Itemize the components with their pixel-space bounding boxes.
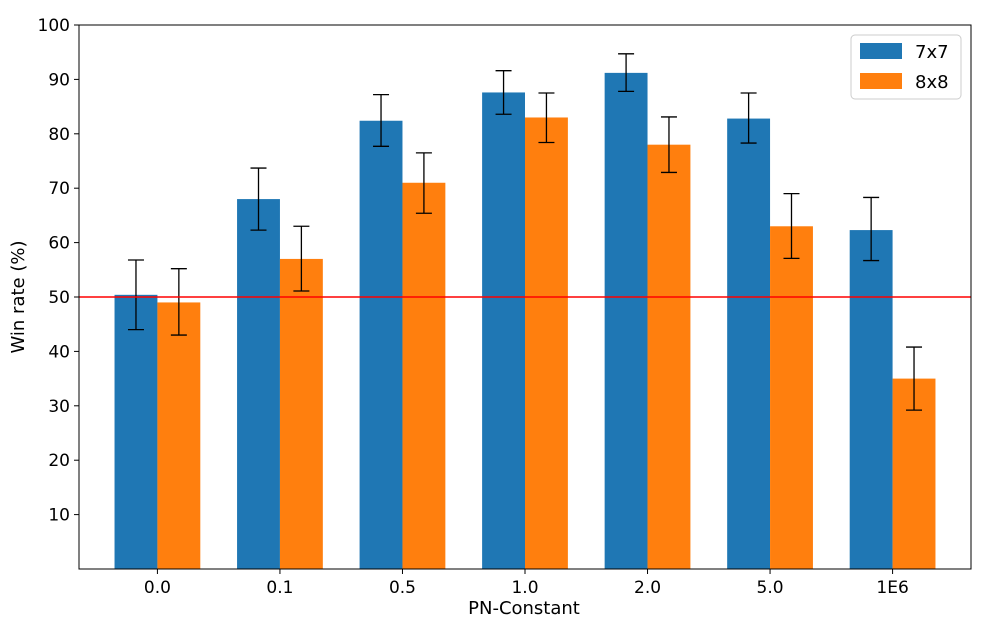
x-tick-label: 1E6 (876, 578, 908, 598)
bar-7x7-2.0 (604, 72, 648, 569)
y-tick-label: 70 (48, 179, 70, 199)
x-tick-label: 0.0 (144, 578, 171, 598)
x-tick-label: 0.1 (266, 578, 293, 598)
y-tick-label: 10 (48, 506, 70, 526)
x-tick-label: 1.0 (511, 578, 538, 598)
x-tick-label: 0.5 (389, 578, 416, 598)
y-tick-label: 80 (48, 125, 70, 145)
bar-7x7-1E6 (849, 230, 893, 569)
bar-8x8-0.0 (157, 302, 201, 569)
bar-7x7-5.0 (727, 118, 771, 570)
y-tick-label: 90 (48, 70, 70, 90)
y-tick-label: 40 (48, 342, 70, 362)
legend-swatch-8x8 (860, 73, 902, 89)
legend-label-7x7: 7x7 (915, 42, 949, 63)
x-axis-title: PN-Constant (468, 598, 580, 619)
plot-frame (78, 24, 972, 570)
bar-8x8-1.0 (525, 117, 568, 569)
bar-8x8-2.0 (647, 144, 691, 569)
bar-8x8-0.1 (279, 258, 323, 569)
bar-8x8-5.0 (770, 226, 813, 569)
bar-7x7-0.5 (359, 120, 403, 569)
y-axis-title: Win rate (%) (8, 241, 29, 354)
y-tick-label: 20 (48, 451, 70, 471)
y-tick-label: 30 (48, 397, 70, 417)
x-tick-label: 2.0 (634, 578, 661, 598)
legend-swatch-7x7 (860, 43, 902, 59)
y-tick-label: 60 (48, 234, 70, 254)
bar-7x7-0.1 (237, 199, 280, 569)
bar-7x7-0.0 (114, 294, 158, 569)
y-tick-label: 100 (38, 16, 70, 36)
plot-layer: 10 20 30 40 50 60 70 80 90 100 0.0 0.1 0.5 1.0 2.0 5.0 1… (38, 16, 972, 598)
legend-label-8x8: 8x8 (915, 72, 949, 93)
bar-7x7-1.0 (482, 92, 525, 570)
y-tick-label: 50 (48, 288, 70, 308)
x-tick-label: 5.0 (757, 578, 784, 598)
bar-8x8-0.5 (402, 182, 446, 569)
